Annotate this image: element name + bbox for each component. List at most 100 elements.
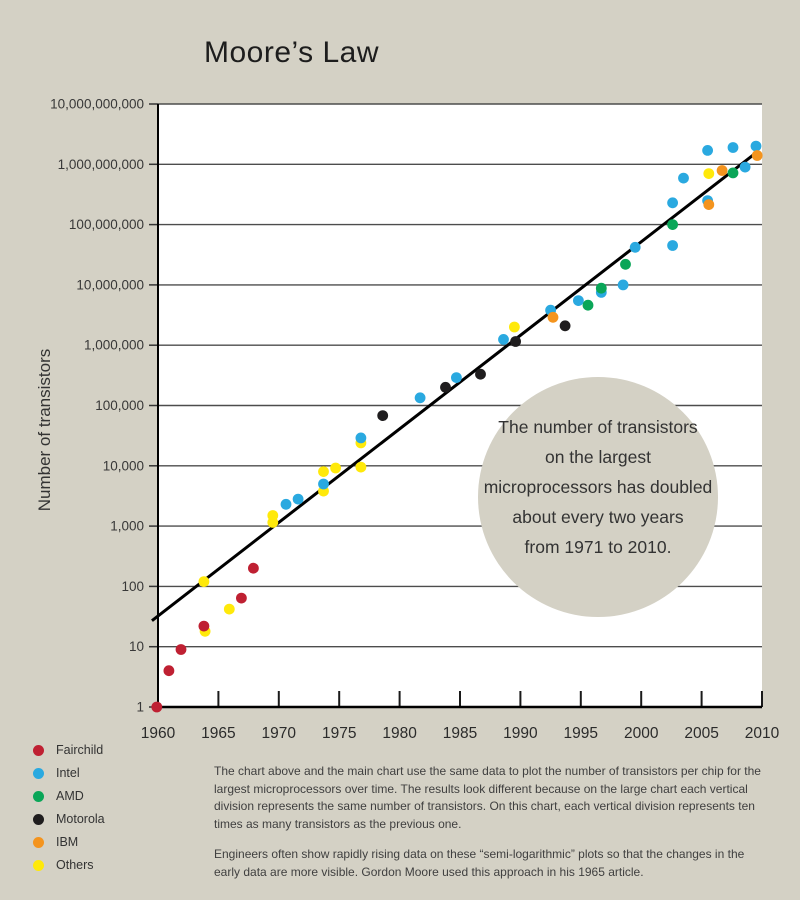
annotation-line: about every two years (512, 507, 684, 527)
data-point-motorola (440, 381, 451, 393)
legend-item-fairchild: Fairchild (33, 743, 105, 757)
data-point-intel (414, 392, 426, 404)
x-tick-label: 1990 (503, 725, 538, 742)
legend-label: IBM (56, 835, 79, 849)
data-point-motorola (377, 410, 389, 421)
data-point-intel (667, 197, 678, 209)
data-point-intel (280, 498, 292, 510)
others-dot-icon (33, 859, 44, 871)
footnotes: The chart above and the main chart use t… (214, 763, 762, 894)
data-point-intel (498, 334, 509, 345)
x-tick-label: 1970 (262, 725, 297, 742)
legend-item-ibm: IBM (33, 835, 105, 849)
data-point-amd (582, 299, 594, 311)
x-tick-label: 1985 (443, 725, 477, 742)
data-point-ibm (547, 311, 559, 323)
data-point-intel (667, 240, 678, 251)
x-tick-label: 1960 (141, 725, 176, 742)
y-tick-label: 100,000 (95, 398, 144, 413)
data-point-others (267, 517, 279, 528)
footnote-paragraph-1: The chart above and the main chart use t… (214, 764, 761, 831)
data-point-others (318, 466, 329, 477)
fairchild-dot-icon (33, 744, 44, 756)
legend-label: Intel (56, 766, 80, 780)
legend-label: Others (56, 858, 94, 872)
trend-line (151, 150, 759, 622)
data-point-fairchild (236, 592, 247, 604)
data-point-intel (355, 432, 367, 444)
y-tick-label: 10,000,000 (76, 277, 144, 292)
data-point-fairchild (151, 701, 163, 713)
data-point-intel (573, 295, 584, 306)
x-tick-label: 2010 (745, 725, 780, 742)
legend-label: Motorola (56, 812, 105, 826)
data-point-intel (750, 140, 762, 152)
data-point-fairchild (248, 562, 259, 574)
annotation-circle (478, 377, 718, 617)
data-point-others (223, 603, 235, 615)
data-point-ibm (716, 165, 728, 176)
legend-label: AMD (56, 789, 84, 803)
x-tick-label: 2005 (684, 725, 718, 742)
data-point-amd (727, 167, 739, 179)
page-title: Moore’s Law (204, 36, 380, 69)
annotation-line: microprocessors has doubled (483, 477, 713, 497)
intel-dot-icon (33, 767, 44, 779)
legend-label: Fairchild (56, 743, 104, 757)
ibm-dot-icon (33, 836, 44, 848)
data-point-others (703, 168, 715, 180)
data-point-others (355, 461, 367, 473)
data-point-amd (667, 219, 678, 231)
data-point-motorola (559, 320, 571, 332)
x-tick-label: 1995 (564, 725, 598, 742)
annotation-line: The number of transistors (498, 417, 698, 437)
data-point-amd (595, 282, 607, 294)
legend-item-amd: AMD (33, 789, 105, 803)
x-tick-label: 1980 (382, 725, 417, 742)
y-tick-label: 1,000,000 (84, 338, 144, 353)
annotation-line: on the largest (544, 447, 652, 467)
legend-item-others: Others (33, 858, 105, 872)
x-tick-label: 1975 (322, 725, 356, 742)
annotation-circle-text: The number of transistors on the largest… (478, 412, 718, 562)
y-tick-label: 1,000 (110, 519, 144, 534)
x-tick-label: 2000 (624, 725, 659, 742)
footnote-paragraph-2: Engineers often show rapidly rising data… (214, 847, 745, 879)
data-point-ibm (703, 199, 715, 211)
data-point-intel (739, 161, 751, 173)
data-point-intel (292, 493, 304, 505)
y-tick-label: 10,000 (103, 458, 144, 473)
legend-item-intel: Intel (33, 766, 105, 780)
data-point-intel (727, 142, 739, 153)
data-point-others (509, 321, 520, 333)
annotation-line: from 1971 to 2010. (524, 537, 672, 557)
data-point-intel (451, 372, 462, 383)
data-point-motorola (475, 368, 486, 380)
data-point-intel (617, 279, 629, 291)
data-point-ibm (751, 150, 763, 161)
y-tick-label: 100 (121, 579, 144, 594)
y-tick-label: 1,000,000,000 (58, 157, 144, 172)
data-point-fairchild (175, 644, 187, 655)
data-point-intel (629, 241, 641, 253)
y-tick-label: 1 (136, 700, 144, 715)
data-point-fairchild (163, 665, 175, 677)
legend: Fairchild Intel AMD Motorola IBM Others (33, 743, 105, 882)
y-tick-label: 100,000,000 (69, 217, 144, 232)
legend-item-motorola: Motorola (33, 812, 105, 826)
y-tick-label: 10,000,000,000 (50, 97, 144, 112)
motorola-dot-icon (33, 813, 44, 825)
data-point-others (198, 576, 210, 587)
data-point-intel (318, 478, 329, 490)
x-tick-label: 1965 (201, 725, 235, 742)
amd-dot-icon (33, 790, 44, 802)
y-tick-label: 10 (129, 639, 144, 654)
data-point-others (330, 462, 341, 474)
data-point-fairchild (198, 620, 210, 632)
data-point-amd (620, 258, 631, 270)
data-point-intel (702, 145, 713, 156)
data-point-intel (678, 172, 689, 184)
data-point-motorola (510, 336, 521, 347)
